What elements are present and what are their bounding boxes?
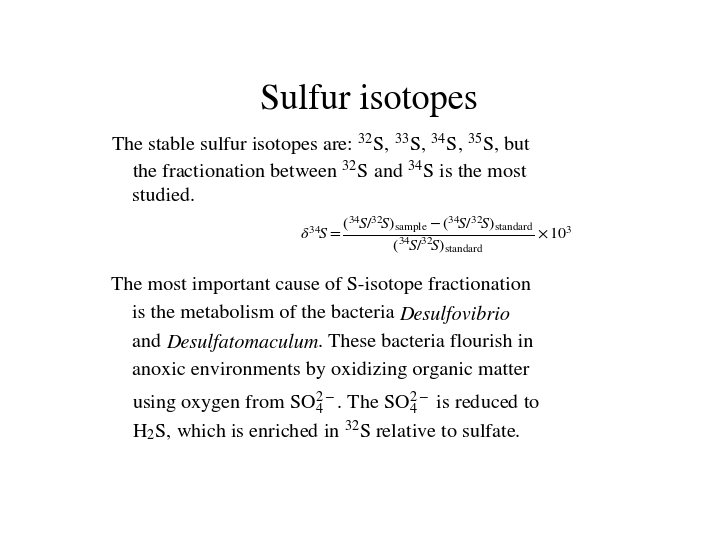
Text: the fractionation between $^{32}$S and $^{34}$S is the most: the fractionation between $^{32}$S and $… [132, 160, 528, 181]
Text: Desulfatomaculum: Desulfatomaculum [166, 333, 318, 352]
Text: and: and [132, 333, 166, 350]
Text: anoxic environments by oxidizing organic matter: anoxic environments by oxidizing organic… [132, 362, 529, 379]
Text: Sulfur isotopes: Sulfur isotopes [260, 84, 478, 117]
Text: H$_2$S, which is enriched in $^{32}$S relative to sulfate.: H$_2$S, which is enriched in $^{32}$S re… [132, 418, 521, 443]
Text: Desulfovibrio: Desulfovibrio [400, 305, 510, 323]
Text: The stable sulfur isotopes are: $^{32}$S, $^{33}$S, $^{34}$S, $^{35}$S, but: The stable sulfur isotopes are: $^{32}$S… [111, 131, 531, 158]
Text: The most important cause of S-isotope fractionation: The most important cause of S-isotope fr… [111, 277, 531, 294]
Text: is the metabolism of the bacteria: is the metabolism of the bacteria [132, 305, 400, 322]
Text: $\delta^{34}\!S = \dfrac{\left({}^{34}\!S/{}^{32}\!S\right)_{\mathrm{sample}} - : $\delta^{34}\!S = \dfrac{\left({}^{34}\!… [300, 214, 572, 255]
Text: . These bacteria flourish in: . These bacteria flourish in [318, 333, 534, 350]
Text: studied.: studied. [132, 188, 195, 205]
Text: using oxygen from SO$_4^{2-}$. The SO$_4^{2-}$ is reduced to: using oxygen from SO$_4^{2-}$. The SO$_4… [132, 390, 540, 417]
